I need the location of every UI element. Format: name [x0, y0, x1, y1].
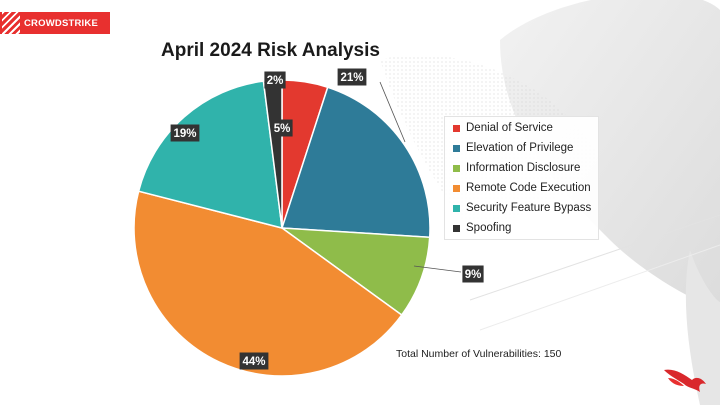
pie-slice-remote-code-execution	[133, 190, 403, 377]
leader-line	[413, 265, 462, 273]
legend-item-security-feature-bypass: Security Feature Bypass	[453, 202, 591, 214]
legend-swatch	[453, 224, 460, 232]
data-label-box	[337, 68, 367, 86]
legend-item-spoofing: Spoofing	[453, 222, 511, 234]
legend-label: Denial of Service	[466, 122, 553, 134]
data-label: 21%	[337, 68, 367, 86]
data-label-text: 21%	[340, 72, 363, 84]
legend-label: Elevation of Privilege	[466, 142, 574, 154]
legend-item-information-disclosure: Information Disclosure	[453, 162, 580, 174]
falcon-icon	[664, 369, 706, 392]
data-label-box	[264, 71, 286, 89]
leader-line	[379, 81, 406, 143]
legend-item-denial-of-service: Denial of Service	[453, 122, 553, 134]
logo-text: CROWDSTRIKE	[24, 17, 98, 29]
data-label-text: 9%	[465, 269, 482, 281]
data-label-box	[462, 265, 484, 283]
logo-stripes-icon	[2, 12, 20, 34]
data-label-box	[239, 352, 269, 370]
data-label-box	[170, 124, 200, 142]
crowdstrike-logo: CROWDSTRIKE	[0, 12, 110, 34]
data-label-box	[271, 119, 293, 137]
legend-label: Information Disclosure	[466, 162, 581, 174]
data-label-text: 2%	[267, 75, 284, 87]
legend-swatch	[453, 184, 460, 192]
legend-item-remote-code-execution: Remote Code Execution	[453, 182, 591, 194]
pie-slice-information-disclosure	[279, 227, 431, 317]
total-vulnerabilities-text: Total Number of Vulnerabilities: 150	[396, 348, 562, 360]
pie-slice-elevation-of-privilege	[280, 86, 431, 239]
legend-item-elevation-of-privilege: Elevation of Privilege	[453, 142, 573, 154]
legend-swatch	[453, 164, 460, 172]
legend-swatch	[453, 204, 460, 212]
data-label: 44%	[239, 352, 269, 370]
legend-label: Security Feature Bypass	[466, 202, 592, 214]
chart-legend: Denial of Service Elevation of Privilege…	[444, 116, 599, 240]
legend-swatch	[453, 144, 460, 152]
chart-title: April 2024 Risk Analysis	[161, 40, 380, 61]
data-label: 9%	[462, 265, 484, 283]
data-label: 5%	[271, 119, 293, 137]
data-label: 2%	[264, 71, 286, 89]
data-label-text: 44%	[242, 356, 265, 368]
data-label-text: 5%	[274, 123, 291, 135]
pie-slice-security-feature-bypass	[137, 80, 283, 230]
legend-swatch	[453, 124, 460, 132]
data-label-text: 19%	[173, 128, 196, 140]
legend-label: Spoofing	[466, 222, 512, 234]
legend-label: Remote Code Execution	[466, 182, 591, 194]
data-label: 19%	[170, 124, 200, 142]
